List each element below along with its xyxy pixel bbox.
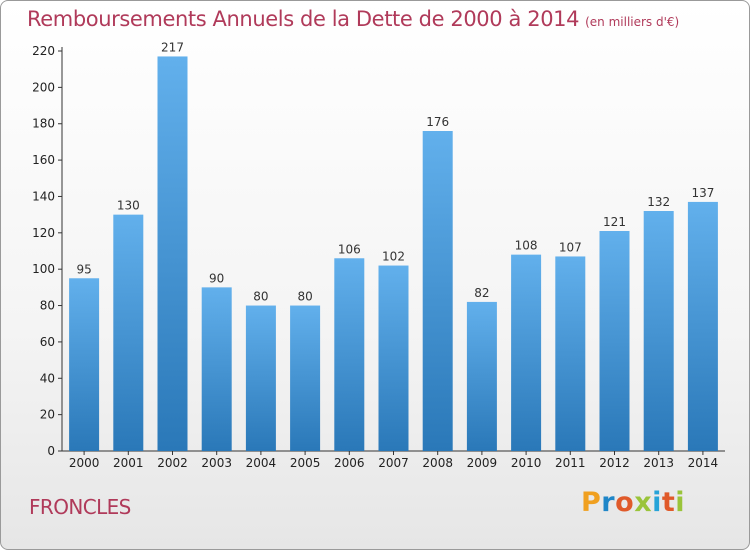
x-tick-label: 2013: [643, 456, 674, 470]
bars: [69, 56, 718, 452]
data-label: 107: [559, 240, 582, 254]
commune-name: FRONCLES: [29, 495, 131, 519]
data-label: 121: [603, 215, 626, 229]
data-label: 176: [426, 115, 449, 129]
x-tick-label: 2002: [157, 456, 188, 470]
data-labels: 95 130 217 90 80 80 106 102 176 82 108 107 121 132 137: [76, 40, 714, 303]
data-label: 137: [691, 186, 714, 200]
bar: [290, 305, 321, 451]
x-tick-label: 2003: [201, 456, 232, 470]
data-label: 80: [297, 290, 312, 304]
x-tick-label: 2001: [113, 456, 144, 470]
y-tick-label: 160: [32, 153, 55, 167]
y-tick-label: 0: [47, 444, 55, 458]
data-label: 130: [117, 199, 140, 213]
y-tick-label: 60: [40, 335, 55, 349]
bar: [113, 214, 144, 451]
x-tick-label: 2005: [290, 456, 321, 470]
y-tick-label: 40: [40, 371, 55, 385]
x-tick-label: 2010: [511, 456, 542, 470]
y-tick-label: 120: [32, 226, 55, 240]
bar: [157, 56, 188, 452]
y-tick-label: 80: [40, 299, 55, 313]
bar: [643, 211, 674, 451]
logo-letter: P: [581, 487, 602, 518]
bar: [334, 258, 365, 451]
y-tick-label: 100: [32, 262, 55, 276]
logo-letter: o: [615, 487, 635, 518]
bar: [687, 201, 718, 451]
bar: [599, 231, 630, 451]
y-tick-label: 200: [32, 80, 55, 94]
logo-letter: r: [601, 487, 616, 518]
bar: [511, 254, 542, 451]
axes: 0 20 40 60 80 100 120 140 160 180 200 220 2000 2001 20…: [32, 44, 725, 470]
x-tick-label: 2014: [688, 456, 719, 470]
y-tick-label: 220: [32, 44, 55, 58]
data-label: 132: [647, 195, 670, 209]
x-tick-label: 2000: [69, 456, 100, 470]
logo-letter: t: [661, 487, 676, 518]
chart-subtitle: (en milliers d'€): [585, 15, 680, 29]
bar: [422, 131, 453, 451]
x-tick-label: 2008: [422, 456, 453, 470]
data-label: 217: [161, 40, 184, 54]
y-tick-label: 140: [32, 189, 55, 203]
x-tick-label: 2011: [555, 456, 586, 470]
y-tick-label: 20: [40, 408, 55, 422]
data-label: 102: [382, 250, 405, 264]
bar: [69, 278, 100, 451]
x-tick-label: 2007: [378, 456, 409, 470]
x-tick-label: 2006: [334, 456, 365, 470]
data-label: 82: [474, 286, 489, 300]
x-tick-label: 2009: [467, 456, 498, 470]
x-tick-label: 2004: [246, 456, 277, 470]
data-label: 108: [515, 239, 538, 253]
data-label: 80: [253, 290, 268, 304]
chart-title-text: Remboursements Annuels de la Dette de 20…: [27, 7, 580, 31]
logo-letter: x: [634, 487, 653, 518]
bar: [466, 301, 497, 451]
data-label: 90: [209, 271, 224, 285]
data-label: 106: [338, 242, 361, 256]
x-tick-label: 2012: [599, 456, 630, 470]
chart-title: Remboursements Annuels de la Dette de 20…: [27, 7, 679, 31]
data-label: 95: [76, 262, 91, 276]
y-tick-label: 180: [32, 117, 55, 131]
proxiti-logo[interactable]: Proxiti: [581, 487, 685, 518]
logo-letter: i: [675, 487, 686, 518]
bar: [201, 287, 232, 451]
bar: [378, 265, 409, 451]
bar: [245, 305, 276, 451]
bar: [555, 256, 586, 451]
logo-letter: i: [652, 487, 662, 518]
